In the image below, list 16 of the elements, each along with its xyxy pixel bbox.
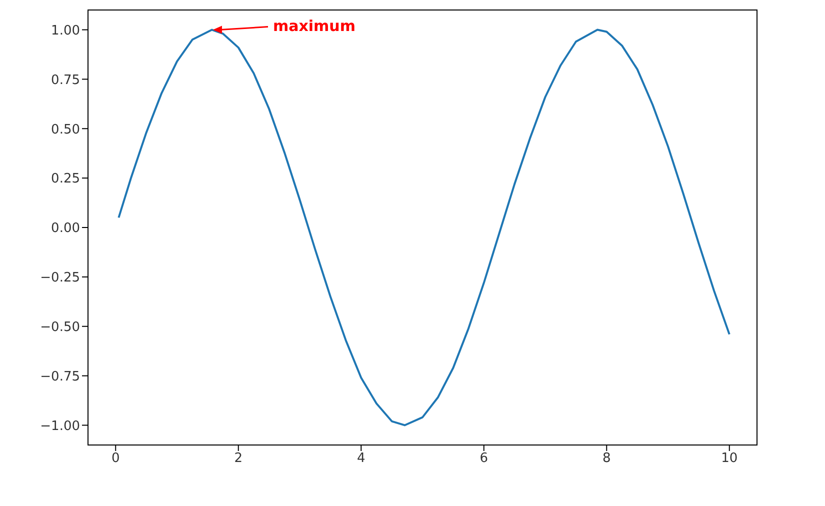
- y-tick-label: −0.50: [40, 320, 80, 335]
- y-tick-label: 0.00: [51, 221, 80, 236]
- y-tick-label: −1.00: [40, 418, 80, 434]
- y-tick-label: −0.25: [40, 270, 80, 286]
- y-tick-label: −0.75: [40, 369, 80, 384]
- y-tick-label: 0.75: [51, 72, 80, 88]
- y-tick-label: 0.25: [51, 172, 80, 187]
- x-tick-label: 4: [356, 451, 366, 466]
- x-tick-label: 0: [111, 451, 120, 466]
- y-tick-label: 0.50: [51, 122, 80, 138]
- annotation: maximum: [272, 16, 356, 35]
- x-tick-label: 10: [721, 451, 738, 466]
- y-tick-label: 1.00: [51, 23, 80, 38]
- x-tick-label: 6: [480, 451, 488, 466]
- x-tick-label: 8: [602, 451, 611, 466]
- x-tick-label: 2: [234, 451, 243, 466]
